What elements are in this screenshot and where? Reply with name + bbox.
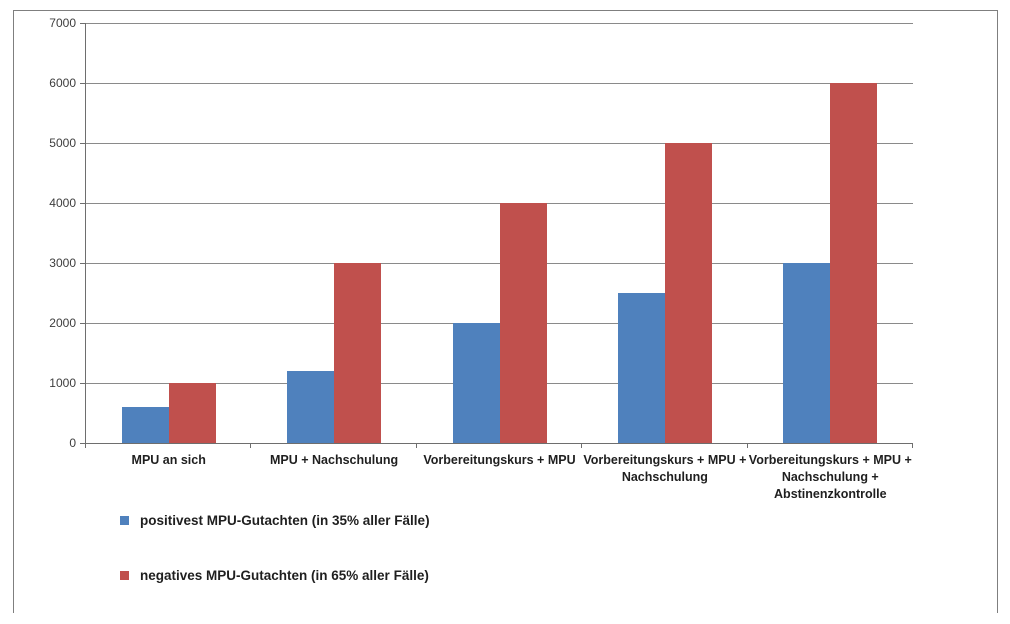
x-axis-tick [746, 443, 748, 448]
legend-label: positivest MPU-Gutachten (in 35% aller F… [140, 512, 430, 528]
y-axis-tick [80, 203, 86, 204]
x-axis-category-label: MPU + Nachschulung [251, 452, 416, 469]
y-axis-tick [80, 383, 86, 384]
y-axis-tick-label: 0 [69, 436, 76, 450]
legend-item: positivest MPU-Gutachten (in 35% aller F… [120, 511, 430, 529]
y-axis-tick-label: 4000 [49, 196, 76, 210]
x-axis-tick [581, 443, 583, 448]
chart-frame-border [13, 10, 998, 613]
x-axis-tick [85, 443, 86, 448]
x-axis-category-label: MPU an sich [86, 452, 251, 469]
bar-s2-c5 [830, 83, 878, 443]
x-axis-category-label-line: MPU + Nachschulung [270, 453, 399, 467]
bar-s1-c4 [617, 293, 665, 443]
y-axis-tick [80, 263, 86, 264]
bar-s2-c1 [168, 383, 216, 443]
x-axis-line [85, 443, 913, 444]
y-axis-line [85, 23, 86, 443]
bar-s1-c1 [121, 407, 169, 443]
y-axis-tick-label: 7000 [49, 16, 76, 30]
y-axis-tick-label: 3000 [49, 256, 76, 270]
bar-s1-c2 [287, 371, 335, 443]
y-axis-tick [80, 23, 86, 24]
bar-s1-c5 [783, 263, 831, 443]
bar-s2-c4 [664, 143, 712, 443]
y-axis-tick-label: 2000 [49, 316, 76, 330]
x-axis-tick [250, 443, 252, 448]
x-axis-category-label-line: Vorbereitungskurs + MPU [423, 453, 576, 467]
x-axis-category-label-line: Nachschulung [621, 470, 708, 484]
bar-s2-c2 [334, 263, 382, 443]
x-axis-category-label-line: Vorbereitungskurs + MPU + [748, 453, 912, 467]
y-axis-tick [80, 143, 86, 144]
x-axis-tick [415, 443, 417, 448]
legend-item: negatives MPU-Gutachten (in 65% aller Fä… [120, 566, 429, 584]
x-axis-category-label: Vorbereitungskurs + MPU [417, 452, 582, 469]
x-axis-category-label: Vorbereitungskurs + MPU + Nachschulung + A… [748, 452, 913, 503]
y-axis-tick [80, 323, 86, 324]
y-axis-tick [80, 83, 86, 84]
y-axis-tick-label: 5000 [49, 136, 76, 150]
x-axis-category-label-line: Vorbereitungskurs + MPU + [583, 453, 747, 467]
x-axis-category-label: Vorbereitungskurs + MPU + Nachschulung [582, 452, 747, 486]
y-axis-tick [80, 443, 86, 444]
legend-label: negatives MPU-Gutachten (in 65% aller Fä… [140, 567, 429, 583]
bar-s2-c3 [499, 203, 547, 443]
y-axis-tick-label: 1000 [49, 376, 76, 390]
x-axis-tick [912, 443, 913, 448]
gridline [86, 143, 913, 144]
y-axis-tick-label: 6000 [49, 76, 76, 90]
legend-swatch [120, 570, 129, 580]
gridline [86, 83, 913, 84]
gridline [86, 23, 913, 24]
x-axis-category-label-line: Nachschulung + [781, 470, 879, 484]
legend-swatch [120, 515, 129, 525]
x-axis-category-label-line: MPU an sich [131, 453, 206, 467]
x-axis-category-label-line: Abstinenzkontrolle [774, 487, 887, 501]
bar-s1-c3 [452, 323, 500, 443]
